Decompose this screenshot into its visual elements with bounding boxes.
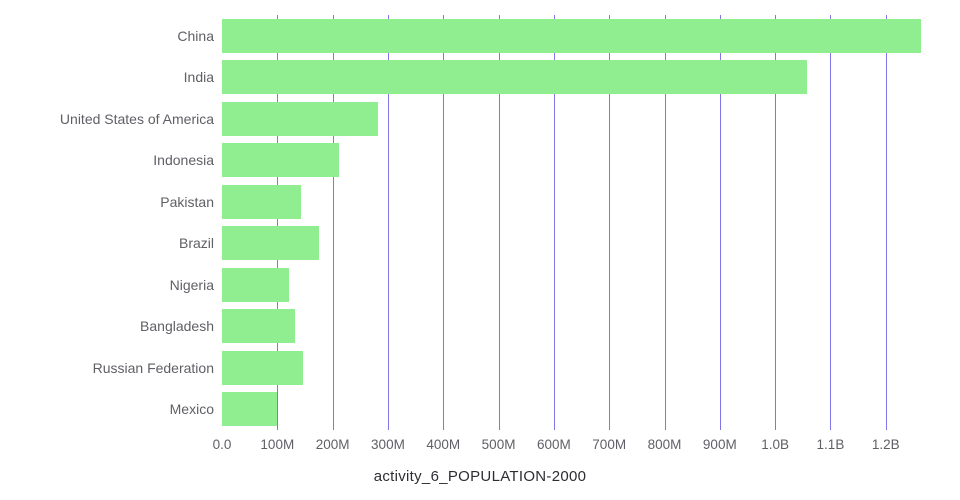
- x-axis-ticks: 0.0 100M 200M 300M 400M 500M 600M 700M 800M 900M 1…: [213, 437, 930, 457]
- bar-brazil: [222, 226, 319, 261]
- x-tick-label-1-2b: 1.2B: [871, 437, 900, 452]
- bar-layer: [222, 15, 930, 430]
- y-tick-label-bangladesh: Bangladesh: [140, 318, 214, 335]
- bar-russian-federation: [222, 350, 304, 385]
- y-tick-label-russian-federation: Russian Federation: [92, 359, 214, 376]
- bar-nigeria: [222, 267, 290, 302]
- x-tick-label-400m: 400M: [426, 437, 461, 452]
- x-tick-label-200m: 200M: [315, 437, 350, 452]
- grid-layer: [222, 15, 930, 430]
- y-tick-label-indonesia: Indonesia: [153, 152, 214, 169]
- y-tick-label-mexico: Mexico: [169, 401, 214, 418]
- x-tick-label-800m: 800M: [647, 437, 682, 452]
- gridline: [387, 15, 389, 430]
- y-axis-labels: China India United States of America Indone…: [0, 15, 214, 430]
- x-tick-label-900m: 900M: [702, 437, 737, 452]
- y-tick-label-china: China: [177, 27, 214, 44]
- bar-united-states-of-america: [222, 101, 378, 136]
- bar-mexico: [222, 392, 277, 427]
- gridline: [498, 15, 500, 430]
- x-tick-label-100m: 100M: [260, 437, 295, 452]
- gridline: [664, 15, 666, 430]
- gridline: [277, 15, 279, 430]
- x-tick-label-600m: 600M: [536, 437, 571, 452]
- plot-area: [222, 15, 930, 430]
- bar-bangladesh: [222, 309, 295, 344]
- gridline: [443, 15, 445, 430]
- y-tick-label-india: India: [183, 69, 214, 86]
- x-tick-label-500m: 500M: [481, 437, 516, 452]
- gridline: [609, 15, 611, 430]
- gridline: [719, 15, 721, 430]
- x-tick-label-1-0b: 1.0B: [761, 437, 790, 452]
- gridline: [775, 15, 777, 430]
- gridline: [830, 15, 832, 430]
- gridline: [885, 15, 887, 430]
- y-tick-label-nigeria: Nigeria: [169, 276, 214, 293]
- x-tick-label-0-0: 0.0: [212, 437, 232, 452]
- gridline: [553, 15, 555, 430]
- y-tick-label-united-states-of-america: United States of America: [59, 110, 214, 127]
- y-tick-label-brazil: Brazil: [178, 235, 214, 252]
- x-tick-label-300m: 300M: [371, 437, 405, 452]
- y-tick-label-pakistan: Pakistan: [160, 193, 214, 210]
- x-tick-label-700m: 700M: [592, 437, 627, 452]
- x-tick-label-1-1b: 1.1B: [816, 437, 845, 452]
- chart-caption: activity_6_POPULATION-2000: [373, 468, 587, 485]
- gridline: [332, 15, 334, 430]
- bar-india: [222, 60, 807, 95]
- bar-china: [222, 18, 921, 53]
- bar-indonesia: [222, 143, 340, 178]
- bar-pakistan: [222, 184, 301, 219]
